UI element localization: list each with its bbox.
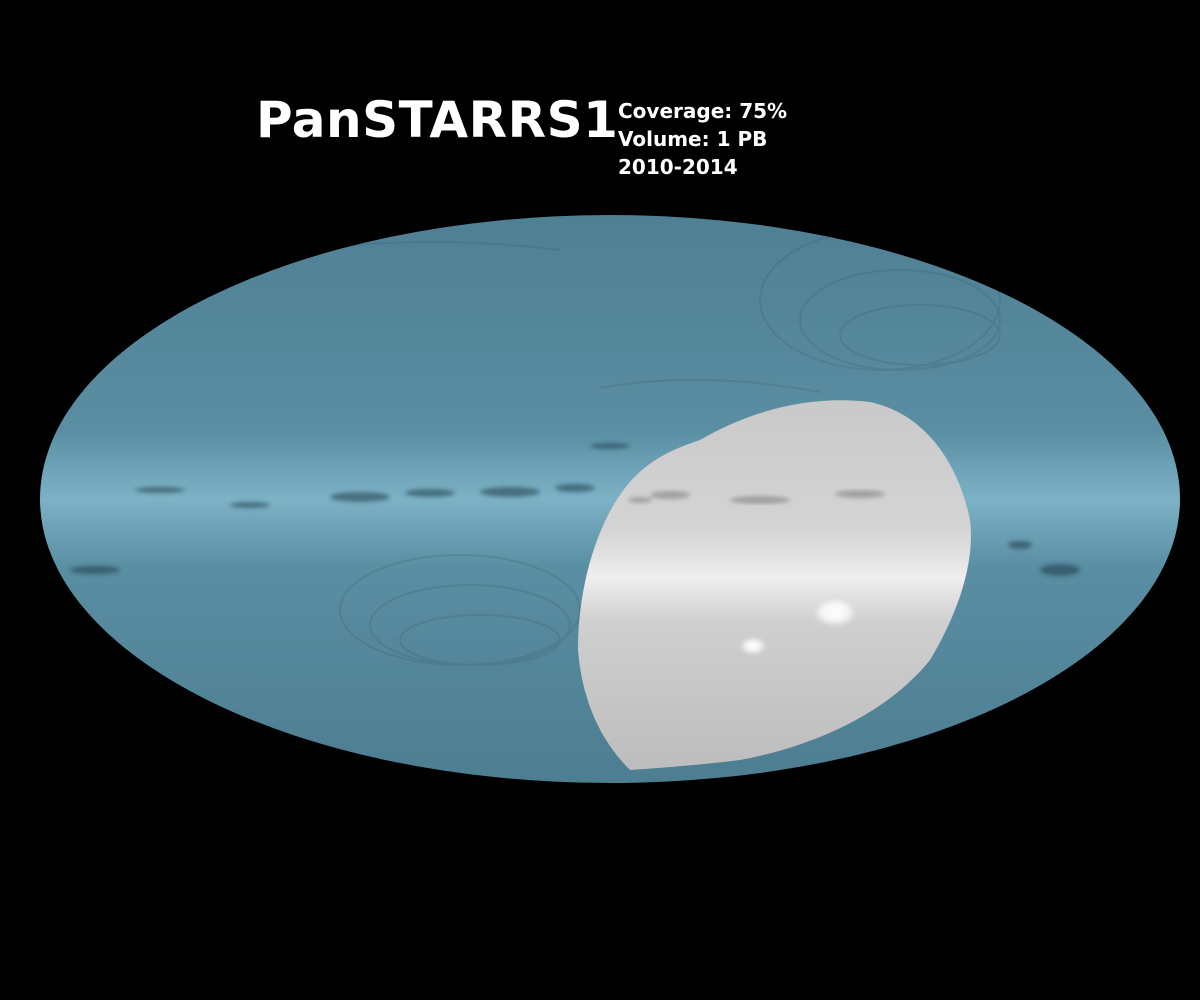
survey-tile-texture bbox=[239, 229, 1001, 666]
survey-stats: Coverage: 75% Volume: 1 PB 2010-2014 bbox=[618, 97, 787, 181]
galactic-dust-lanes bbox=[70, 443, 1080, 576]
small-magellanic-cloud bbox=[739, 637, 767, 655]
years-stat: 2010-2014 bbox=[618, 155, 738, 179]
large-magellanic-cloud bbox=[811, 596, 859, 628]
grey-region-dust bbox=[628, 490, 885, 504]
volume-stat: Volume: 1 PB bbox=[618, 127, 768, 151]
coverage-stat: Coverage: 75% bbox=[618, 99, 788, 123]
survey-title: PanSTARRS1 bbox=[256, 91, 619, 149]
